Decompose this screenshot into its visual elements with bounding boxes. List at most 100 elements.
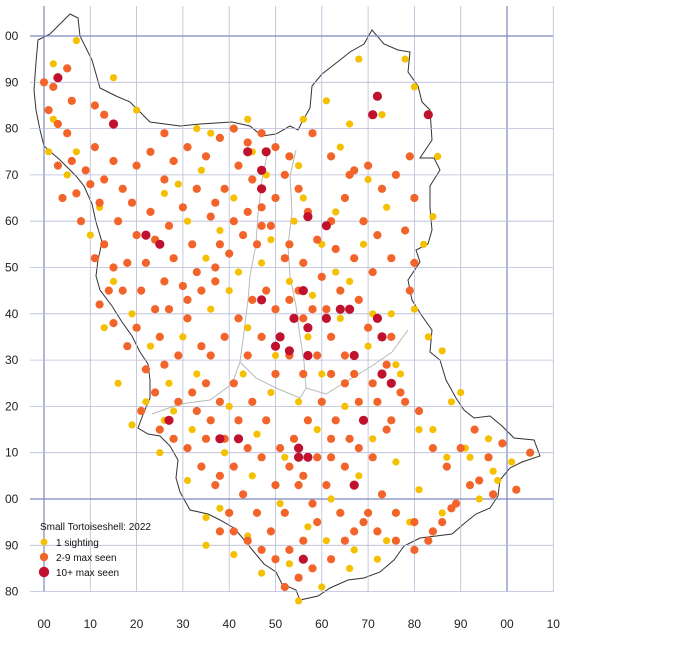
record-dot-two-to-nine bbox=[201, 379, 211, 388]
record-dot-two-to-nine bbox=[197, 286, 206, 295]
y-tick-label: 40 bbox=[5, 307, 19, 321]
legend-symbol-ten-plus bbox=[38, 566, 50, 578]
record-dot-two-to-nine bbox=[169, 156, 178, 166]
record-dot-one-sighting bbox=[258, 259, 266, 267]
record-dot-one-sighting bbox=[244, 115, 252, 123]
record-dot-two-to-nine bbox=[239, 490, 248, 499]
record-dot-ten-plus bbox=[303, 323, 313, 333]
y-tick-label: 80 bbox=[5, 585, 19, 599]
record-dot-two-to-nine bbox=[183, 444, 192, 453]
record-dot-one-sighting bbox=[336, 314, 344, 322]
record-dot-two-to-nine bbox=[49, 82, 58, 91]
record-dot-two-to-nine bbox=[368, 379, 377, 388]
record-dot-two-to-nine bbox=[327, 555, 336, 564]
record-dot-one-sighting bbox=[207, 129, 215, 137]
record-dot-one-sighting bbox=[183, 217, 192, 225]
record-dot-two-to-nine bbox=[169, 254, 178, 263]
record-dot-one-sighting bbox=[239, 370, 247, 378]
record-dot-one-sighting bbox=[45, 148, 53, 156]
record-dot-one-sighting bbox=[86, 231, 94, 239]
record-dot-two-to-nine bbox=[345, 434, 354, 443]
record-dot-one-sighting bbox=[216, 504, 224, 512]
legend-label-one-sighting: 1 sighting bbox=[56, 538, 99, 549]
record-dot-ten-plus bbox=[294, 452, 304, 462]
record-dot-one-sighting bbox=[420, 240, 428, 248]
record-dot-one-sighting bbox=[438, 347, 446, 355]
record-dot-one-sighting bbox=[267, 388, 275, 397]
record-dot-two-to-nine bbox=[377, 184, 387, 193]
record-dot-two-to-nine bbox=[257, 332, 266, 341]
record-dot-two-to-nine bbox=[340, 351, 349, 360]
record-dot-two-to-nine bbox=[340, 536, 349, 545]
record-dot-one-sighting bbox=[508, 458, 516, 466]
record-dot-two-to-nine bbox=[225, 508, 234, 517]
record-dot-one-sighting bbox=[202, 513, 210, 522]
record-dot-one-sighting bbox=[142, 398, 150, 406]
record-dot-one-sighting bbox=[299, 194, 307, 202]
record-dot-two-to-nine bbox=[169, 434, 178, 443]
record-dot-two-to-nine bbox=[132, 231, 141, 240]
record-dot-two-to-nine bbox=[109, 156, 118, 166]
x-tick-label: 00 bbox=[500, 617, 514, 631]
record-dot-one-sighting bbox=[202, 254, 210, 262]
record-dot-two-to-nine bbox=[215, 527, 224, 536]
record-dot-one-sighting bbox=[438, 509, 446, 517]
record-dot-one-sighting bbox=[415, 426, 423, 434]
record-dot-two-to-nine bbox=[303, 416, 312, 425]
record-dot-ten-plus bbox=[358, 415, 369, 425]
record-dot-two-to-nine bbox=[239, 231, 248, 240]
record-dot-two-to-nine bbox=[183, 314, 192, 323]
record-dot-two-to-nine bbox=[414, 406, 424, 416]
record-dot-one-sighting bbox=[170, 407, 178, 415]
record-dot-two-to-nine bbox=[95, 198, 104, 207]
record-dot-two-to-nine bbox=[327, 152, 336, 161]
x-tick-label: 20 bbox=[130, 617, 144, 631]
y-tick-label: 80 bbox=[5, 122, 19, 136]
y-tick-label: 50 bbox=[5, 261, 19, 275]
record-dot-two-to-nine bbox=[206, 351, 215, 360]
record-dot-two-to-nine bbox=[137, 406, 146, 416]
record-dot-one-sighting bbox=[466, 453, 474, 461]
record-dot-two-to-nine bbox=[377, 490, 387, 499]
record-dot-two-to-nine bbox=[81, 166, 90, 175]
record-dot-two-to-nine bbox=[271, 555, 280, 564]
record-dot-one-sighting bbox=[443, 453, 451, 461]
record-dot-two-to-nine bbox=[331, 244, 340, 254]
record-dot-ten-plus bbox=[377, 332, 387, 342]
record-dot-two-to-nine bbox=[405, 286, 414, 295]
record-dot-one-sighting bbox=[128, 421, 136, 429]
record-dot-ten-plus bbox=[270, 341, 281, 351]
record-dot-two-to-nine bbox=[336, 508, 345, 517]
record-dot-one-sighting bbox=[392, 458, 400, 466]
record-dot-two-to-nine bbox=[280, 582, 289, 592]
record-dot-two-to-nine bbox=[410, 545, 419, 555]
record-dot-ten-plus bbox=[164, 415, 174, 425]
record-dot-two-to-nine bbox=[336, 286, 345, 295]
record-dot-two-to-nine bbox=[484, 453, 493, 462]
record-dot-one-sighting bbox=[156, 449, 164, 457]
record-dot-two-to-nine bbox=[243, 444, 252, 453]
record-dot-two-to-nine bbox=[220, 332, 229, 341]
record-dot-two-to-nine bbox=[327, 453, 336, 462]
record-dot-two-to-nine bbox=[229, 124, 238, 133]
record-dot-two-to-nine bbox=[475, 476, 484, 485]
record-dot-two-to-nine bbox=[271, 481, 280, 490]
x-tick-label: 70 bbox=[361, 617, 375, 631]
record-dot-ten-plus bbox=[298, 554, 308, 564]
record-dot-one-sighting bbox=[336, 143, 344, 151]
record-dot-one-sighting bbox=[290, 217, 298, 225]
record-dot-ten-plus bbox=[215, 434, 225, 444]
record-dot-one-sighting bbox=[475, 495, 483, 503]
record-dot-ten-plus bbox=[298, 286, 308, 296]
record-dot-ten-plus bbox=[335, 304, 345, 314]
record-dot-one-sighting bbox=[179, 333, 187, 341]
record-dot-ten-plus bbox=[233, 434, 244, 444]
record-dot-two-to-nine bbox=[114, 217, 123, 226]
record-dot-two-to-nine bbox=[151, 305, 160, 314]
record-dot-two-to-nine bbox=[234, 416, 243, 425]
legend-symbol-one-sighting bbox=[40, 538, 48, 546]
record-dot-one-sighting bbox=[308, 291, 317, 299]
record-dot-two-to-nine bbox=[280, 254, 289, 263]
record-dot-two-to-nine bbox=[215, 133, 224, 142]
record-dot-two-to-nine bbox=[211, 481, 220, 490]
